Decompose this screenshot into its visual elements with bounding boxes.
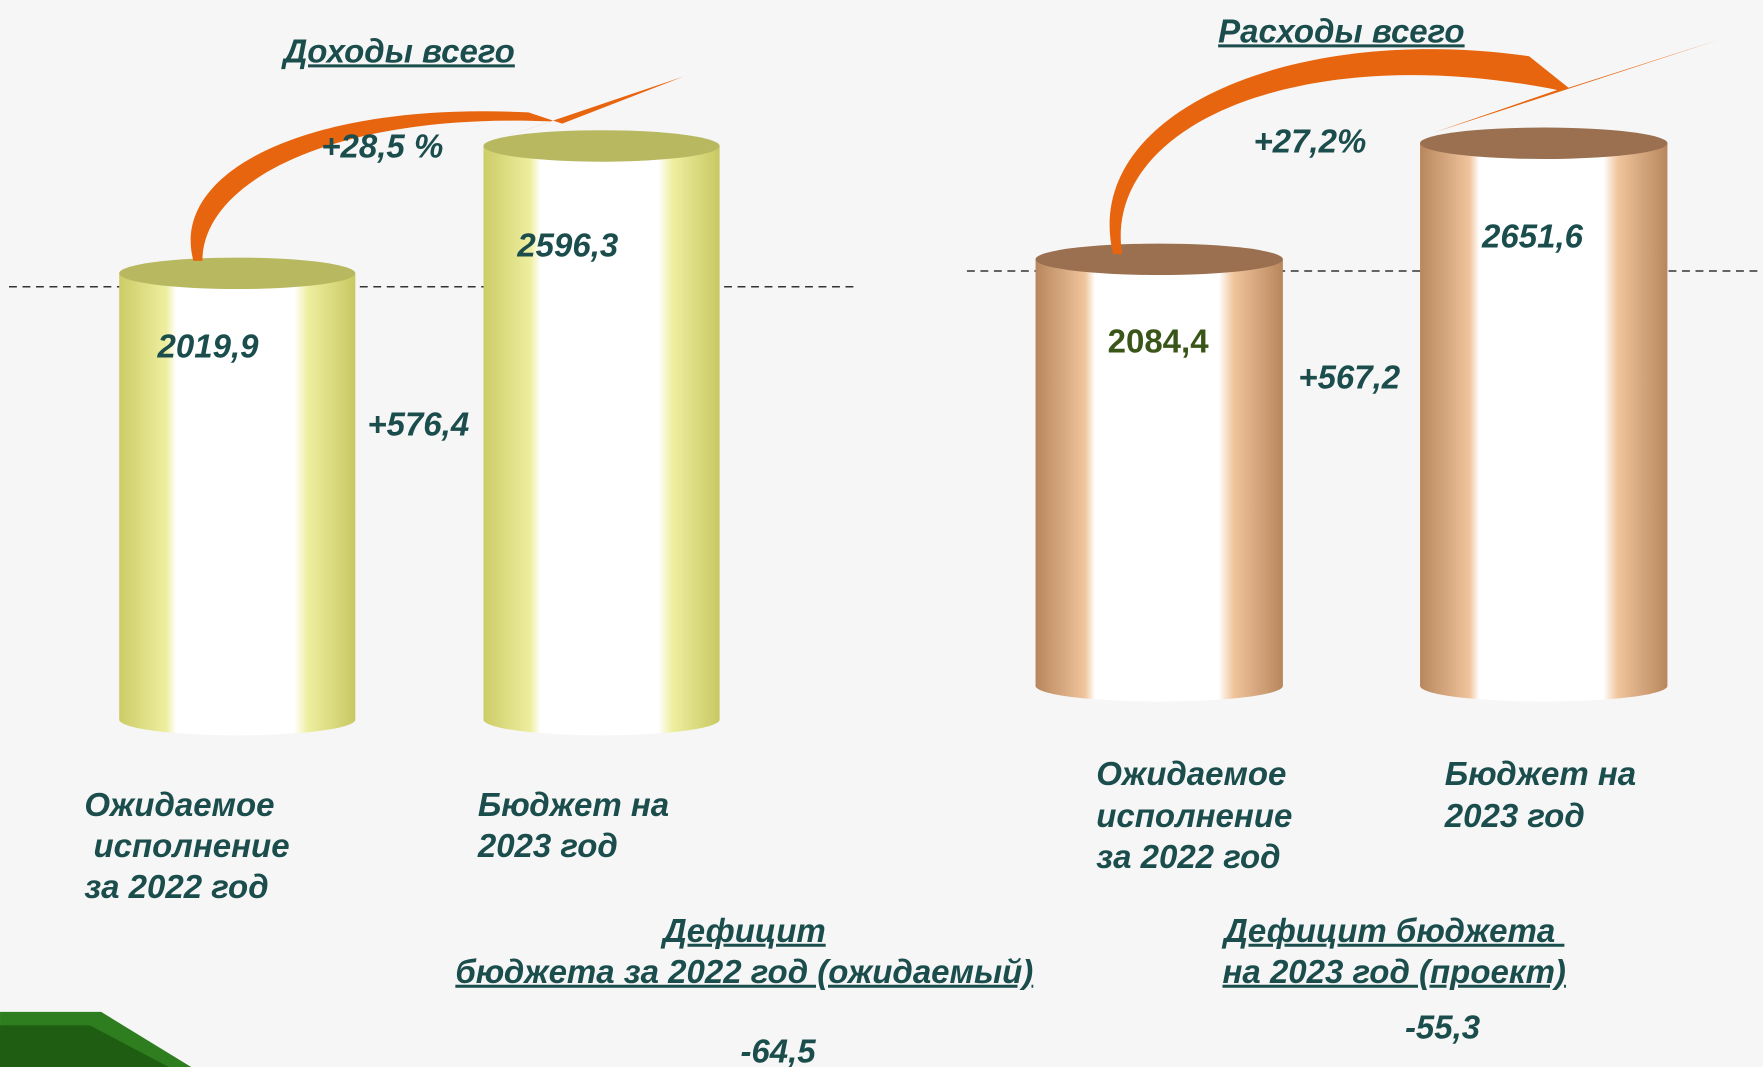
deficit-title: Дефицит бюджета на 2023 год (проект) bbox=[1222, 911, 1566, 991]
bar bbox=[119, 273, 356, 720]
annotation: +27,2% bbox=[1253, 121, 1367, 159]
annotation: +576,4 bbox=[367, 405, 470, 443]
bar bbox=[483, 145, 720, 720]
bar-top bbox=[119, 257, 356, 290]
bar-top bbox=[483, 130, 720, 162]
bar-top bbox=[1035, 243, 1283, 276]
annotation: +28,5 % bbox=[321, 127, 444, 165]
category-label: Ожидаемое исполнение за 2022 год bbox=[84, 785, 290, 906]
bar bbox=[1420, 143, 1668, 686]
growth-arrow bbox=[190, 76, 684, 261]
chart-title: Доходы всего bbox=[283, 31, 515, 69]
bar bbox=[1035, 259, 1283, 686]
growth-arrow bbox=[1109, 39, 1721, 255]
category-label: Бюджет на 2023 год bbox=[477, 785, 670, 864]
value-label: 2019,9 bbox=[157, 327, 259, 365]
value-label: 2651,6 bbox=[1482, 217, 1583, 255]
category-label: Ожидаемое исполнение за 2022 год bbox=[1096, 755, 1293, 875]
corner-decoration bbox=[0, 1025, 169, 1067]
bar-top bbox=[1420, 127, 1668, 159]
chart-title: Расходы всего bbox=[1218, 12, 1465, 50]
value-label: 2084,4 bbox=[1107, 322, 1209, 360]
value-label: 2596,3 bbox=[517, 226, 619, 264]
deficit-value: -55,3 bbox=[1404, 1007, 1481, 1045]
category-label: Бюджет на 2023 год bbox=[1444, 755, 1637, 834]
deficit-title: Дефицит бюджета за 2022 год (ожидаемый) bbox=[455, 911, 1034, 991]
annotation: +567,2 bbox=[1298, 358, 1401, 396]
deficit-value: -64,5 bbox=[740, 1032, 816, 1067]
